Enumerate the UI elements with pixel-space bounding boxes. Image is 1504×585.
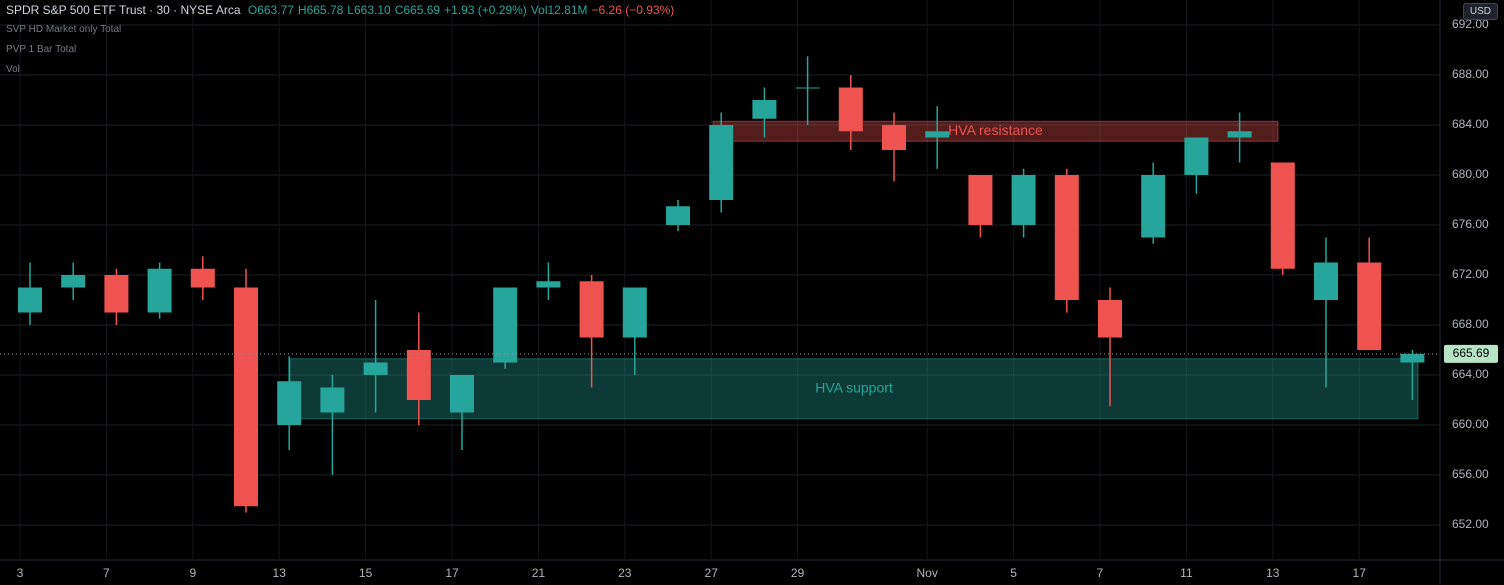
legend-value: −6.26 (−0.93%): [591, 3, 675, 17]
x-tick-label: 9: [189, 566, 196, 580]
candle-body: [882, 125, 906, 150]
candle-body: [536, 281, 561, 288]
candle-body: [752, 100, 777, 119]
candle-body: [925, 131, 950, 138]
candle-body: [838, 87, 863, 132]
candle-body: [709, 125, 734, 200]
candle-body: [666, 206, 690, 225]
candle-body: [1270, 162, 1295, 269]
y-tick-label: 680.00: [1452, 167, 1489, 181]
y-tick-label: 656.00: [1452, 467, 1489, 481]
legend-value: L663.10: [347, 3, 391, 17]
candle-body: [1400, 353, 1425, 363]
candle-body: [622, 287, 647, 338]
candle-body: [1054, 175, 1079, 300]
x-tick-label: 29: [791, 566, 805, 580]
x-tick-label: 7: [103, 566, 110, 580]
ohlc-legend: O663.77 H665.78 L663.10 C665.69 +1.93 (+0.29…: [248, 3, 678, 17]
x-tick-label: 13: [273, 566, 287, 580]
symbol-header: SPDR S&P 500 ETF Trust · 30 · NYSE Arca …: [6, 3, 682, 17]
candle-body: [1357, 262, 1382, 350]
last-price-tag: [1444, 344, 1498, 363]
candle-body: [450, 375, 474, 413]
x-tick-label: 15: [359, 566, 373, 580]
y-tick-label: 692.00: [1452, 17, 1489, 31]
legend-value: Vol12.81M: [530, 3, 588, 17]
x-tick-label: 21: [532, 566, 546, 580]
y-tick-label: 684.00: [1452, 117, 1489, 131]
candle-body: [277, 381, 302, 425]
x-tick-label: Nov: [917, 566, 938, 580]
candle-body: [61, 275, 86, 288]
zone-label: HVA resistance: [948, 122, 1043, 138]
x-tick-label: 7: [1097, 566, 1104, 580]
x-tick-label: 27: [705, 566, 719, 580]
candle-body: [1184, 137, 1209, 175]
y-tick-label: 688.00: [1452, 67, 1489, 81]
candle-body: [493, 287, 518, 363]
candle-body: [579, 281, 604, 338]
legend-value: C665.69: [394, 3, 441, 17]
candle-body: [104, 275, 129, 313]
currency-button[interactable]: USD: [1462, 3, 1498, 20]
indicator-label: PVP 1 Bar Total: [6, 44, 77, 55]
candle-body: [406, 350, 431, 400]
x-tick-label: 13: [1266, 566, 1280, 580]
indicator-label: Vol: [6, 64, 20, 75]
legend-value: O663.77: [247, 3, 294, 17]
candle-body: [1098, 300, 1122, 338]
candle-body: [1011, 175, 1036, 225]
x-tick-label: 23: [618, 566, 632, 580]
candle-body: [320, 387, 345, 413]
indicator-label: SVP HD Market only Total: [6, 24, 122, 35]
candle-body: [1314, 262, 1338, 300]
candle-body: [968, 175, 993, 225]
candle-body: [190, 268, 215, 288]
candle-body: [363, 362, 388, 375]
candle-body: [1141, 175, 1166, 238]
x-tick-label: 17: [445, 566, 459, 580]
x-tick-label: 5: [1010, 566, 1017, 580]
candle-body: [234, 287, 258, 507]
y-tick-label: 664.00: [1452, 367, 1489, 381]
y-tick-label: 652.00: [1452, 517, 1489, 531]
y-tick-label: 672.00: [1452, 267, 1489, 281]
x-tick-label: 11: [1180, 566, 1193, 580]
zone-label: HVA support: [815, 379, 893, 395]
price-zone: [289, 358, 1419, 420]
x-tick-label: 17: [1353, 566, 1367, 580]
candle-body: [18, 287, 42, 313]
legend-value: H665.78: [297, 3, 344, 17]
y-tick-label: 660.00: [1452, 417, 1489, 431]
candle-body: [147, 268, 172, 313]
y-tick-label: 668.00: [1452, 317, 1489, 331]
legend-value: +1.93 (+0.29%): [444, 3, 527, 17]
candle-body: [1227, 131, 1252, 138]
symbol-title: SPDR S&P 500 ETF Trust · 30 · NYSE Arca: [6, 3, 241, 17]
x-tick-label: 3: [17, 566, 24, 580]
last-price-label: 665.69: [1453, 346, 1490, 360]
candle-body: [795, 87, 820, 89]
y-tick-label: 676.00: [1452, 217, 1489, 231]
